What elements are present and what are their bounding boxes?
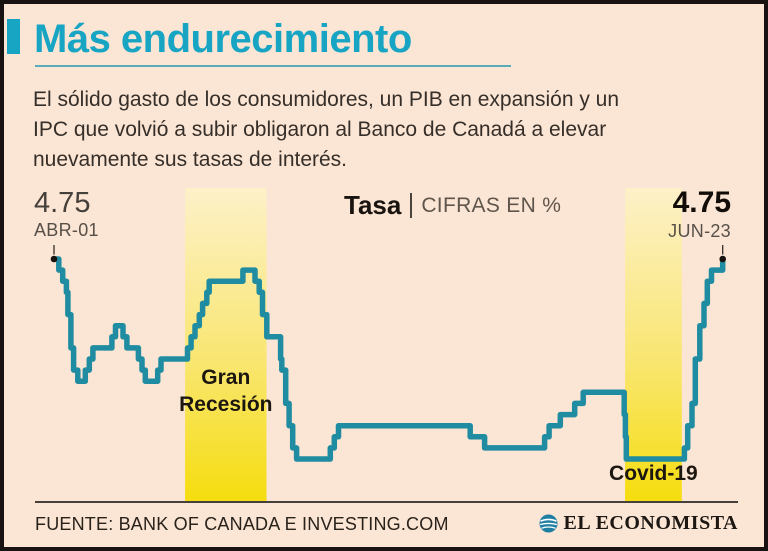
page-title: Más endurecimiento	[34, 17, 412, 61]
endpoint-dot-1	[719, 255, 726, 263]
subtitle-line-3: nuevamente sus tasas de interés.	[33, 148, 348, 171]
chart-label: Tasa CIFRAS EN %	[344, 190, 561, 221]
rate-line	[51, 256, 726, 462]
title-underline	[35, 65, 511, 67]
brand-name: EL ECONOMISTA	[563, 512, 738, 534]
chart-units: CIFRAS EN %	[421, 193, 562, 217]
label-divider	[410, 193, 413, 218]
source-text: FUENTE: BANK OF CANADA E INVESTING.COM	[35, 514, 449, 534]
subtitle-line-2: IPC que volvió a subir obligaron al Banc…	[33, 118, 607, 141]
subtitle: El sólido gasto de los consumidores, un …	[33, 85, 619, 175]
end-point-date: JUN-23	[668, 220, 731, 241]
title-accent-bar	[7, 19, 20, 54]
globe-icon	[539, 514, 557, 533]
start-point-date: ABR-01	[34, 220, 99, 241]
end-point-value: 4.75	[672, 186, 731, 219]
chart-title: Tasa	[344, 190, 402, 220]
end-point-label: 4.75 JUN-23	[668, 187, 731, 240]
start-point-value: 4.75	[34, 187, 91, 219]
start-point-label: 4.75 ABR-01	[34, 188, 99, 240]
endpoint-dot-0	[50, 255, 58, 263]
band-label-1: Covid-19	[609, 462, 698, 485]
brand-logo: EL ECONOMISTA	[539, 512, 739, 535]
highlight-band-0	[185, 188, 267, 502]
subtitle-line-1: El sólido gasto de los consumidores, un …	[33, 88, 620, 111]
band-label-0: Gran Recesión	[179, 366, 273, 416]
footer-divider	[35, 501, 738, 503]
